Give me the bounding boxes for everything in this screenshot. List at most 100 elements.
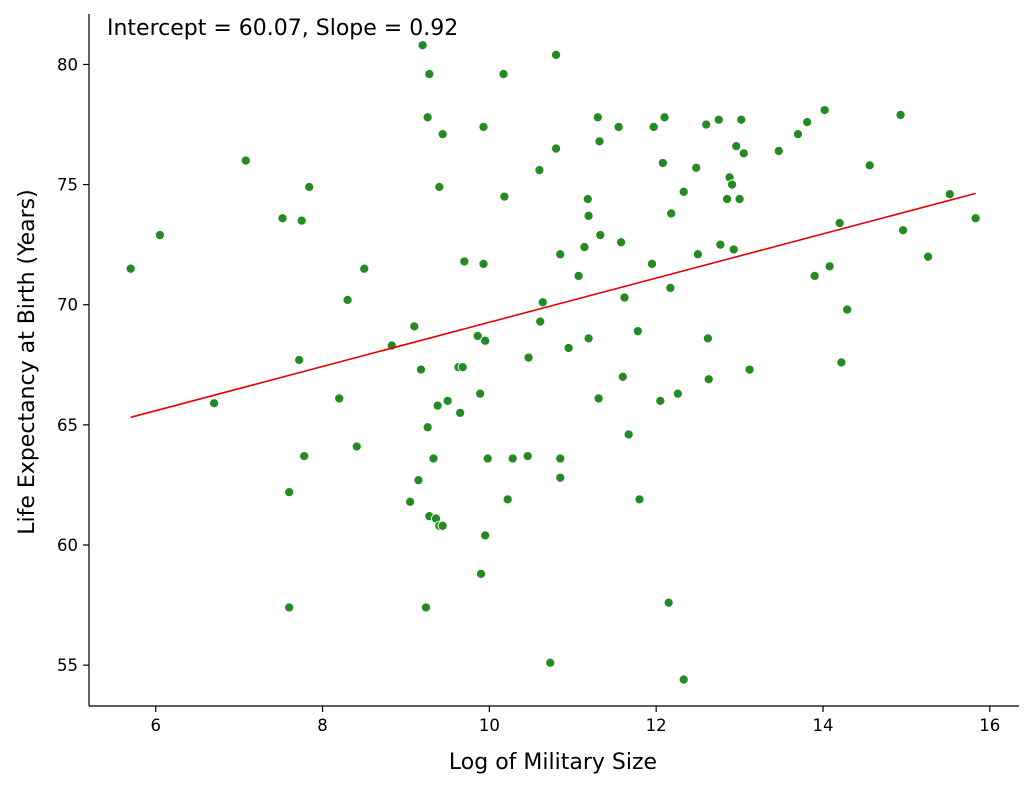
data-point — [551, 143, 562, 154]
data-point — [437, 129, 448, 140]
data-point — [480, 335, 491, 346]
data-point — [284, 487, 295, 498]
data-point — [537, 297, 548, 308]
data-points — [125, 40, 981, 685]
data-point — [792, 129, 804, 140]
data-point — [434, 181, 445, 193]
data-point — [744, 364, 755, 375]
data-point — [898, 225, 909, 236]
data-point — [583, 333, 594, 344]
data-point — [583, 210, 594, 221]
data-point — [619, 292, 630, 303]
data-point — [646, 258, 658, 269]
data-point — [480, 530, 491, 541]
data-point — [592, 112, 603, 123]
x-tick-label: 6 — [150, 716, 161, 735]
data-point — [417, 40, 428, 51]
data-point — [428, 453, 439, 464]
data-point — [296, 215, 307, 226]
y-axis-title: Life Expectancy at Birth (Years) — [15, 189, 40, 534]
data-point — [422, 112, 433, 123]
data-point — [240, 155, 251, 166]
data-point — [731, 141, 742, 152]
data-point — [420, 602, 432, 613]
x-axis-ticks: 6 8 10 12 14 16 — [150, 706, 1000, 735]
data-point — [498, 69, 509, 80]
data-point — [405, 496, 416, 507]
regression-line — [130, 192, 976, 419]
y-tick-label: 70 — [57, 296, 78, 315]
data-point — [555, 453, 566, 464]
data-point — [824, 261, 835, 272]
y-tick-label: 60 — [57, 536, 78, 555]
data-point — [616, 237, 627, 248]
data-point — [304, 181, 315, 193]
data-point — [499, 191, 510, 202]
y-tick-label: 65 — [57, 416, 78, 435]
data-point — [657, 157, 668, 169]
data-point — [523, 352, 534, 363]
data-point — [773, 145, 784, 157]
data-point — [359, 263, 370, 274]
data-point — [632, 326, 643, 337]
data-point — [432, 400, 443, 411]
data-point — [457, 362, 468, 373]
y-tick-label: 80 — [57, 55, 78, 74]
data-point — [728, 244, 739, 255]
data-point — [555, 249, 566, 260]
data-point — [277, 213, 288, 224]
data-point — [738, 148, 749, 159]
data-point — [895, 109, 906, 120]
data-point — [545, 657, 556, 668]
data-point — [472, 330, 483, 342]
data-point — [299, 451, 310, 462]
y-tick-label: 75 — [57, 176, 78, 195]
data-point — [834, 217, 845, 229]
data-point — [125, 263, 136, 274]
data-point — [594, 136, 605, 147]
data-point — [678, 674, 689, 685]
data-point — [475, 388, 486, 399]
data-point — [334, 393, 345, 404]
data-point — [736, 114, 747, 125]
data-point — [613, 121, 624, 132]
data-point — [593, 393, 604, 404]
data-point — [722, 193, 733, 205]
data-point — [478, 258, 489, 269]
x-tick-label: 12 — [646, 716, 667, 735]
data-point — [422, 422, 433, 433]
data-point — [864, 160, 875, 171]
data-point — [475, 568, 487, 579]
data-point — [659, 112, 670, 123]
data-point — [437, 520, 448, 531]
data-point — [351, 441, 362, 452]
data-point — [507, 453, 518, 464]
data-point — [923, 251, 934, 262]
data-point — [551, 49, 562, 60]
data-point — [970, 213, 981, 224]
data-point — [284, 602, 295, 613]
data-point — [663, 597, 674, 608]
data-point — [655, 395, 666, 406]
data-point — [702, 333, 713, 344]
x-tick-label: 8 — [317, 716, 328, 735]
data-point — [415, 364, 427, 375]
data-point — [294, 354, 305, 366]
data-point — [442, 395, 453, 406]
data-point — [623, 429, 634, 440]
data-point — [666, 208, 677, 219]
data-point — [413, 475, 424, 486]
data-point — [342, 294, 353, 305]
data-point — [555, 472, 566, 483]
data-point — [701, 119, 712, 130]
data-point — [582, 193, 593, 205]
x-tick-label: 14 — [812, 716, 833, 735]
data-point — [409, 321, 420, 332]
data-point — [665, 282, 676, 293]
data-point — [802, 117, 813, 128]
data-point — [563, 342, 574, 354]
data-point — [573, 270, 584, 281]
data-point — [424, 69, 435, 80]
data-point — [595, 230, 606, 241]
